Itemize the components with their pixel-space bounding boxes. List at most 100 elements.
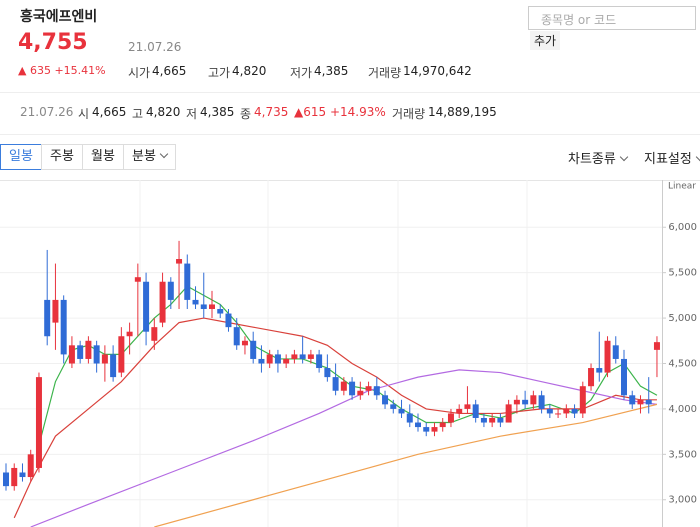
candle-body bbox=[176, 259, 183, 264]
candle-body bbox=[423, 427, 430, 432]
y-tick-label: 5,500 bbox=[668, 268, 697, 279]
candle-body bbox=[472, 404, 479, 418]
stat-label: 시가 bbox=[128, 66, 151, 80]
candle-body bbox=[52, 299, 59, 323]
candle-body bbox=[447, 413, 454, 423]
candle-body bbox=[233, 327, 240, 346]
row-value: 4,665 bbox=[92, 105, 127, 119]
y-tick-label: 4,500 bbox=[668, 358, 697, 369]
row-date: 21.07.26 bbox=[20, 105, 74, 119]
candle-body bbox=[505, 404, 512, 423]
candle-body bbox=[307, 354, 314, 359]
candle-body bbox=[192, 299, 199, 305]
candle-body bbox=[653, 342, 660, 350]
stat-value: 4,665 bbox=[152, 64, 187, 78]
candle-body bbox=[480, 417, 487, 423]
candle-body bbox=[398, 408, 405, 414]
candle-body bbox=[464, 404, 471, 409]
row-value: 4,820 bbox=[146, 105, 181, 119]
candle-body bbox=[340, 381, 347, 391]
candle-body bbox=[513, 399, 520, 405]
y-tick-label: 6,000 bbox=[668, 222, 697, 233]
row-label: 고 bbox=[132, 107, 144, 121]
menu[interactable]: 차트종류 bbox=[568, 148, 629, 167]
candle-body bbox=[332, 377, 339, 391]
candle-body bbox=[184, 263, 191, 300]
chevron bbox=[619, 152, 629, 162]
candle-body bbox=[283, 358, 290, 364]
candle-body bbox=[645, 399, 652, 405]
stat-value: 14,970,642 bbox=[403, 64, 472, 78]
candle-body bbox=[159, 281, 166, 323]
period-tab[interactable]: 분봉 bbox=[123, 144, 176, 170]
candle-body bbox=[44, 299, 51, 337]
row-value: 4,735 bbox=[254, 105, 289, 119]
candle-body bbox=[546, 408, 553, 414]
candle-body bbox=[588, 368, 595, 387]
candle-body bbox=[200, 304, 207, 309]
candle-body bbox=[35, 377, 42, 468]
candle-body bbox=[266, 354, 273, 364]
stock-name: 흥국에프엔비 bbox=[20, 9, 98, 25]
add-button[interactable]: 추가 bbox=[530, 31, 561, 50]
search-placeholder: 종목명 or 코드 bbox=[541, 13, 617, 27]
candle-body bbox=[439, 422, 446, 428]
candle-body bbox=[324, 368, 331, 378]
candle-body bbox=[68, 345, 75, 364]
moving-average bbox=[154, 403, 658, 527]
candle-body bbox=[299, 354, 306, 359]
row-value: 4,385 bbox=[200, 105, 235, 119]
candle-body bbox=[497, 417, 504, 423]
candle-body bbox=[77, 345, 84, 359]
stat-value: 4,820 bbox=[232, 64, 267, 78]
row-label: 시 bbox=[78, 107, 90, 121]
y-tick-label: 4,000 bbox=[668, 404, 697, 415]
candle-body bbox=[19, 472, 26, 478]
candle-body bbox=[406, 413, 413, 423]
candle-body bbox=[167, 281, 174, 300]
candle-body bbox=[365, 386, 372, 391]
candle-body bbox=[621, 358, 627, 396]
candle-body bbox=[93, 345, 100, 364]
row-change: ▲615 +14.93% bbox=[294, 105, 386, 119]
y-tick-label: 3,500 bbox=[668, 449, 697, 460]
candle-body bbox=[143, 281, 150, 332]
moving-average bbox=[38, 285, 658, 446]
candle-body bbox=[530, 395, 537, 405]
period-tab[interactable]: 주봉 bbox=[41, 144, 83, 170]
candle-body bbox=[571, 408, 578, 414]
candle-body bbox=[291, 354, 298, 359]
candle-body bbox=[110, 354, 117, 378]
stat-label: 고가 bbox=[208, 66, 231, 80]
candle-body bbox=[579, 386, 586, 414]
period-tab[interactable]: 월봉 bbox=[82, 144, 124, 170]
candle-body bbox=[357, 390, 364, 396]
candle-body bbox=[27, 454, 34, 478]
candle-body bbox=[415, 422, 421, 428]
candle-body bbox=[118, 336, 125, 373]
period-tab[interactable]: 일봉 bbox=[0, 144, 42, 170]
candle-body bbox=[274, 354, 281, 364]
menu[interactable]: 지표설정 bbox=[644, 148, 700, 167]
divider bbox=[0, 92, 700, 93]
candle-body bbox=[316, 354, 323, 369]
candle-body bbox=[225, 313, 232, 328]
candle-body bbox=[390, 404, 397, 409]
candle-body bbox=[11, 467, 18, 487]
candle-body bbox=[241, 340, 248, 346]
y-tick-label: 5,000 bbox=[668, 313, 697, 324]
candle-body bbox=[101, 354, 108, 364]
change: ▲ 635 +15.41% bbox=[18, 64, 106, 77]
chart: Linear 3,000 3,500 4,000 4,500 5,000 5,500 6,0… bbox=[0, 180, 700, 527]
search-box[interactable]: 종목명 or 코드 bbox=[528, 6, 696, 30]
candle-body bbox=[85, 340, 92, 359]
candle-body bbox=[126, 331, 133, 337]
candle-body bbox=[522, 399, 529, 405]
candle-body bbox=[382, 395, 389, 405]
candle-body bbox=[456, 408, 463, 414]
chevron bbox=[695, 152, 700, 162]
stat-label: 거래량 bbox=[368, 66, 402, 80]
candle-body bbox=[637, 399, 644, 405]
row-label: 저 bbox=[186, 107, 198, 121]
